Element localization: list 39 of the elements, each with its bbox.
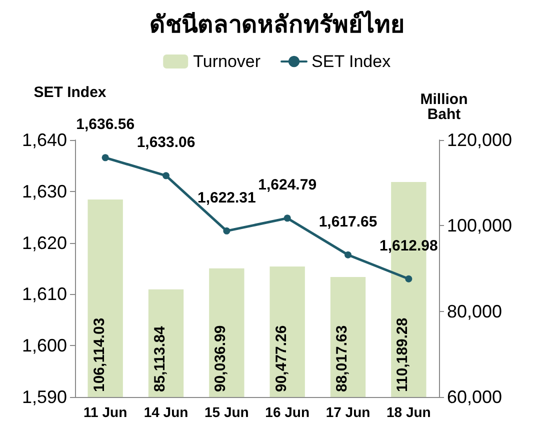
x-tick-label: 16 Jun xyxy=(265,404,310,420)
point xyxy=(223,227,230,234)
chart-title: ดัชนีตลาดหลักทรัพย์ไทย xyxy=(150,10,404,38)
legend-label: Turnover xyxy=(193,52,261,71)
data-label: 106,114.03 xyxy=(90,318,108,392)
x-tick-label: 15 Jun xyxy=(204,404,249,420)
y-tick-label: 1,630 xyxy=(22,181,67,202)
data-label: 1,617.65 xyxy=(318,213,378,230)
data-label: 1,624.79 xyxy=(258,176,317,194)
legend-label: SET Index xyxy=(312,52,392,71)
data-label: 88,017.63 xyxy=(334,325,350,392)
data-label: 110,189.28 xyxy=(394,318,412,392)
x-tick-label: 17 Jun xyxy=(326,404,370,420)
point xyxy=(344,251,352,258)
data-label: 85,113.84 xyxy=(152,325,168,392)
point xyxy=(162,172,170,180)
y-tick-label: 1,640 xyxy=(22,130,67,150)
y2-tick-label: 60,000 xyxy=(447,387,502,407)
x-tick-label: 18 Jun xyxy=(386,404,431,420)
x-tick-label: 14 Jun xyxy=(144,404,188,420)
data-label: 1,633.06 xyxy=(136,134,196,152)
y2-tick-label: 120,000 xyxy=(447,130,512,150)
data-label: 90,036.99 xyxy=(212,325,230,392)
y-tick-label: 1,590 xyxy=(22,387,67,407)
y2-axis-title: Million Baht xyxy=(420,91,468,123)
point xyxy=(405,275,412,282)
point xyxy=(102,154,109,162)
y2-tick-label: 100,000 xyxy=(447,216,512,236)
y-tick-label: 1,610 xyxy=(22,284,67,304)
data-label: 1,612.98 xyxy=(379,237,438,254)
data-label: 1,636.56 xyxy=(76,116,135,134)
x-tick-label: 11 Jun xyxy=(84,404,128,420)
y-axis-title: SET Index xyxy=(34,84,107,101)
data-label: 1,622.31 xyxy=(197,189,256,206)
point xyxy=(284,214,291,222)
y-tick-label: 1,620 xyxy=(22,232,67,253)
y-tick-label: 1,600 xyxy=(22,336,67,356)
y2-tick-label: 80,000 xyxy=(447,301,502,322)
data-label: 90,477.26 xyxy=(272,325,290,392)
